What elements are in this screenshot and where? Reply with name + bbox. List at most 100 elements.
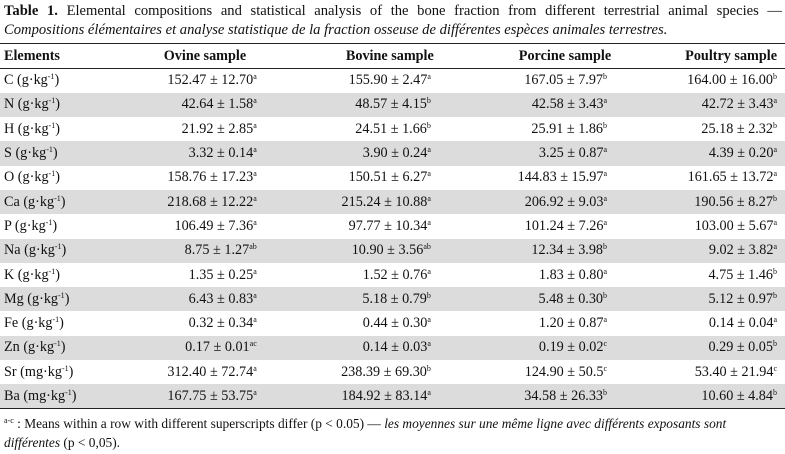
element-cell: P (g·kg-1) <box>4 217 58 234</box>
table-row: S (g·kg-1) 3.32 ± 0.14a 3.90 ± 0.24a 3.25 ±… <box>0 141 785 166</box>
significance-superscript: b <box>426 96 431 106</box>
significance-superscript: c <box>603 363 608 373</box>
mean-sd-value: 238.39 ± 69.30 <box>341 363 427 380</box>
porcine-value-cell: 206.92 ± 9.03a <box>461 190 637 214</box>
bovine-value-cell: 155.90 ± 2.47a <box>287 69 461 93</box>
ovine-value-cell: 158.76 ± 17.23a <box>107 166 287 190</box>
poultry-value-cell: 103.00 ± 5.67a <box>637 214 785 238</box>
mean-sd-value: 48.57 ± 4.15 <box>355 96 427 113</box>
porcine-value-cell: 5.48 ± 0.30b <box>461 287 637 311</box>
ovine-value-cell: 0.17 ± 0.01ac <box>107 336 287 360</box>
poultry-value-cell: 0.14 ± 0.04a <box>637 311 785 335</box>
mean-sd-value: 8.75 ± 1.27 <box>184 242 250 259</box>
mean-sd-value: 0.19 ± 0.02 <box>538 339 604 356</box>
significance-superscript: a <box>427 339 431 349</box>
significance-superscript: a <box>427 315 431 325</box>
table-row: Na (g·kg-1) 8.75 ± 1.27ab 10.90 ± 3.56ab 12… <box>0 238 785 263</box>
mean-sd-value: 0.44 ± 0.30 <box>362 315 428 332</box>
table-row: Ba (mg·kg-1) 167.75 ± 53.75a 184.92 ± 83.1… <box>0 384 785 410</box>
caption-french: Compositions élémentaires et analyse sta… <box>4 22 668 38</box>
element-unit: g·kg <box>22 96 49 113</box>
significance-superscript: a <box>253 290 257 300</box>
table-row: N (g·kg-1) 42.64 ± 1.58a 48.57 ± 4.15b 42.5… <box>0 92 785 118</box>
significance-superscript: b <box>603 242 608 252</box>
element-cell: Ba (mg·kg-1) <box>0 384 108 410</box>
element-symbol: K <box>4 266 15 283</box>
significance-superscript: a <box>253 145 257 155</box>
significance-superscript: a <box>773 217 777 227</box>
unit-exponent: -1 <box>54 193 61 203</box>
mean-sd-value: 144.83 ± 15.97 <box>517 169 604 186</box>
ovine-value-cell: 218.68 ± 12.22a <box>107 190 287 214</box>
element-symbol: S <box>4 145 12 162</box>
significance-superscript: a <box>427 72 431 82</box>
significance-superscript: a <box>603 315 608 325</box>
ovine-value-cell: 1.35 ± 0.25a <box>107 263 287 287</box>
mean-sd-value: 1.83 ± 0.80 <box>538 266 604 283</box>
porcine-value-cell: 1.83 ± 0.80a <box>461 263 637 287</box>
table-row: K (g·kg-1) 1.35 ± 0.25a 1.52 ± 0.76a 1.83 ±… <box>0 263 785 287</box>
footnote-french-tail: (p < 0,05). <box>63 435 121 450</box>
mean-sd-value: 1.52 ± 0.76 <box>362 266 428 283</box>
ovine-value-cell: 312.40 ± 72.74a <box>107 360 287 384</box>
mean-sd-value: 5.18 ± 0.79 <box>362 290 427 307</box>
mean-sd-value: 150.51 ± 6.27 <box>348 169 428 186</box>
table-row: O (g·kg-1) 158.76 ± 17.23a 150.51 ± 6.27a 1… <box>0 166 785 190</box>
element-symbol: C <box>4 72 14 89</box>
significance-superscript: ac <box>249 339 257 349</box>
significance-superscript: a <box>253 72 257 82</box>
unit-exponent: -1 <box>54 242 62 252</box>
unit-exponent: -1 <box>48 266 56 276</box>
significance-superscript: a <box>427 387 431 397</box>
mean-sd-value: 190.56 ± 8.27 <box>694 193 773 210</box>
ovine-value-cell: 106.49 ± 7.36a <box>107 214 287 238</box>
significance-superscript: a <box>253 120 257 130</box>
mean-sd-value: 10.90 ± 3.56 <box>351 242 424 259</box>
significance-superscript: a <box>253 363 257 373</box>
unit-exponent: -1 <box>65 387 72 397</box>
significance-superscript: a <box>253 266 257 276</box>
table-row: Mg (g·kg-1) 6.43 ± 0.83a 5.18 ± 0.79b 5.48 … <box>0 287 785 312</box>
element-symbol: N <box>4 96 15 113</box>
mean-sd-value: 106.49 ± 7.36 <box>174 217 254 234</box>
mean-sd-value: 312.40 ± 72.74 <box>167 363 254 380</box>
mean-sd-value: 184.92 ± 83.14 <box>341 387 428 404</box>
significance-superscript: b <box>603 290 608 300</box>
footnote: a-c : Means within a row with different … <box>4 414 782 452</box>
significance-superscript: b <box>773 193 777 203</box>
element-cell: Mg (g·kg-1) <box>4 290 70 307</box>
footnote-english: : Means within a row with different supe… <box>17 416 381 431</box>
mean-sd-value: 5.48 ± 0.30 <box>538 290 604 307</box>
bovine-value-cell: 24.51 ± 1.66b <box>287 117 461 141</box>
mean-sd-value: 3.90 ± 0.24 <box>362 145 428 162</box>
significance-superscript: b <box>426 363 431 373</box>
unit-exponent: -1 <box>48 96 56 106</box>
bovine-value-cell: 215.24 ± 10.88a <box>287 190 461 214</box>
ovine-value-cell: 21.92 ± 2.85a <box>107 117 287 141</box>
header-porcine: Porcine sample <box>460 43 638 69</box>
significance-superscript: b <box>426 120 431 130</box>
unit-exponent: -1 <box>48 169 56 179</box>
significance-superscript: b <box>773 120 777 130</box>
element-unit: g·kg <box>28 193 55 210</box>
porcine-value-cell: 12.34 ± 3.98b <box>461 239 637 263</box>
mean-sd-value: 97.77 ± 10.34 <box>348 217 428 234</box>
significance-superscript: a <box>603 145 608 155</box>
porcine-value-cell: 25.91 ± 1.86b <box>461 117 637 141</box>
significance-superscript: a <box>603 217 608 227</box>
poultry-value-cell: 5.12 ± 0.97b <box>637 287 785 311</box>
bovine-value-cell: 97.77 ± 10.34a <box>287 214 461 238</box>
table-row: Zn (g·kg-1) 0.17 ± 0.01ac 0.14 ± 0.03a 0.19… <box>0 335 785 361</box>
table-row: P (g·kg-1) 106.49 ± 7.36a 97.77 ± 10.34a 10… <box>0 214 785 238</box>
poultry-value-cell: 161.65 ± 13.72a <box>637 166 785 190</box>
bovine-value-cell: 0.44 ± 0.30a <box>287 311 461 335</box>
mean-sd-value: 10.60 ± 4.84 <box>701 387 773 404</box>
mean-sd-value: 0.14 ± 0.04 <box>708 315 774 332</box>
mean-sd-value: 3.25 ± 0.87 <box>538 145 604 162</box>
unit-exponent: -1 <box>45 217 53 227</box>
mean-sd-value: 53.40 ± 21.94 <box>694 363 774 380</box>
significance-superscript: a <box>773 96 777 106</box>
mean-sd-value: 155.90 ± 2.47 <box>348 72 428 89</box>
mean-sd-value: 4.39 ± 0.20 <box>708 145 774 162</box>
ovine-value-cell: 167.75 ± 53.75a <box>107 384 287 410</box>
